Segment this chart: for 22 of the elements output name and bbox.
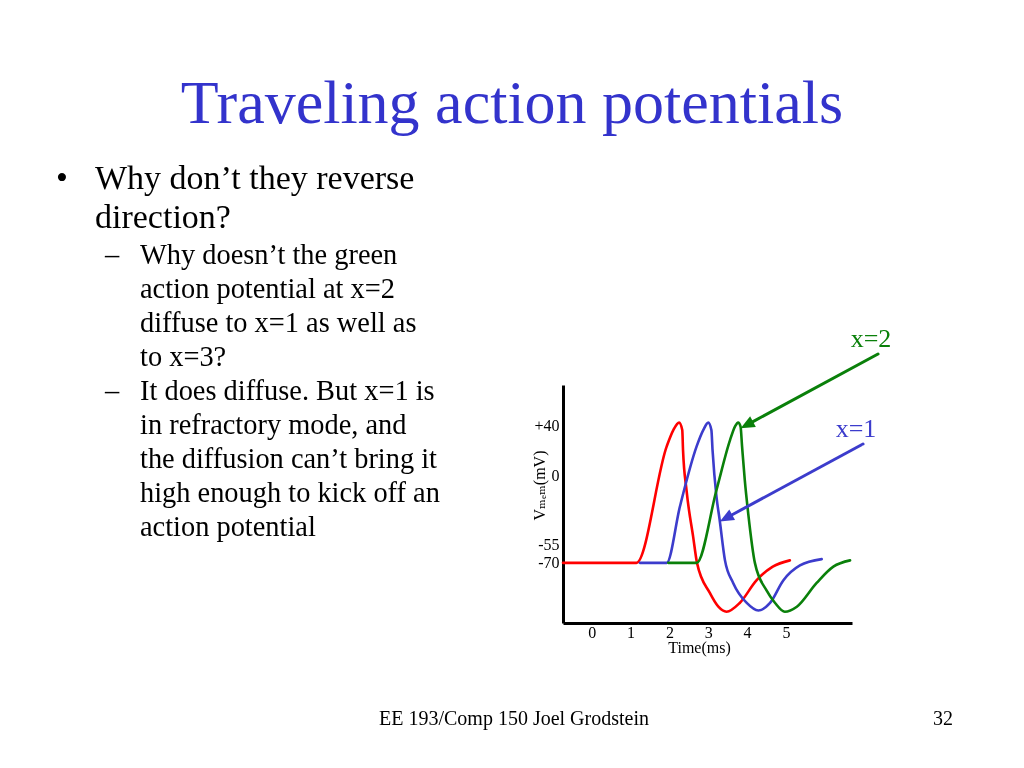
line-series — [561, 421, 792, 614]
text: x=1 — [835, 413, 877, 443]
y-tick-label: -55 — [538, 535, 560, 553]
y-tick-label: -70 — [538, 554, 560, 572]
x-tick-label: 4 — [743, 623, 752, 641]
y-tick-label: +40 — [534, 416, 560, 434]
x-tick-label: 5 — [782, 623, 791, 641]
x-tick-label: 2 — [665, 623, 674, 641]
y-tick-label: 0 — [551, 466, 560, 484]
x-axis-title: Time(ms) — [668, 638, 731, 657]
y-axis-title: Vₘₑₘ(mV) — [530, 450, 549, 521]
line-series — [638, 421, 823, 612]
text: – Why doesn’t the green action potential at x=2 diffuse to x=1 as well as to x=3? — [105, 238, 418, 374]
chart-title: Traveling action potentials — [179, 67, 845, 138]
x-tick-label: 1 — [627, 623, 636, 641]
text: x=2 — [850, 323, 892, 353]
text: EE 193/Comp 150 Joel Grodstein — [379, 707, 649, 729]
x-tick-label: 3 — [704, 623, 713, 641]
x-tick-label: 0 — [588, 623, 597, 641]
text: 32 — [932, 706, 954, 731]
text: – It does diffuse. But x=1 is in refractory mode, and the diffusion can’t bring it high enough to kick off an action potential — [105, 374, 441, 544]
text: • Why don’t they reverse direction? — [56, 158, 416, 236]
